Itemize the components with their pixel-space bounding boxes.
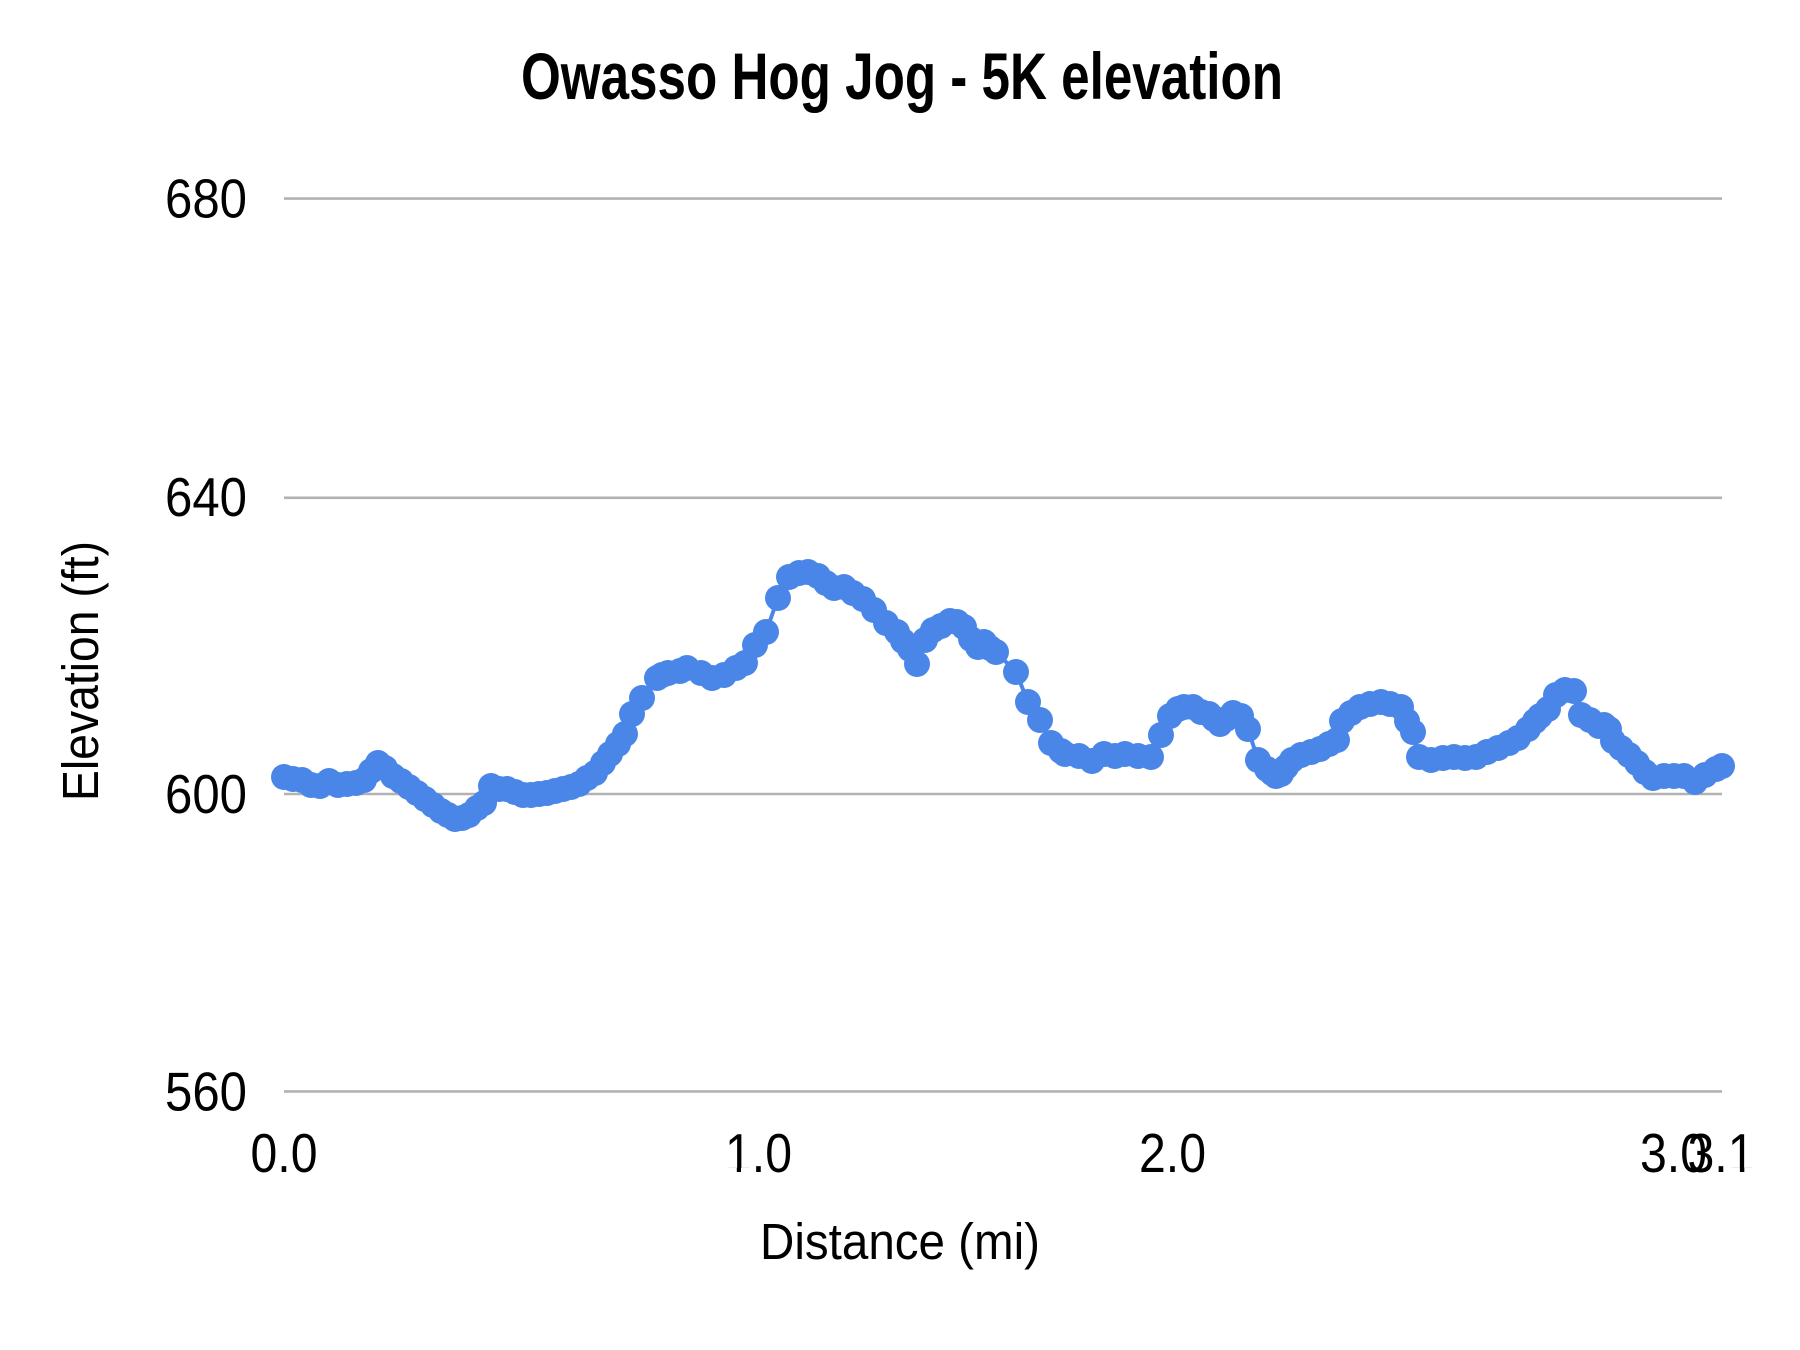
svg-text:0.0: 0.0 <box>251 1122 318 1184</box>
svg-text:1.0: 1.0 <box>725 1122 792 1184</box>
svg-text:560: 560 <box>165 1060 247 1122</box>
svg-text:Owasso Hog Jog - 5K elevation: Owasso Hog Jog - 5K elevation <box>521 39 1283 113</box>
svg-text:680: 680 <box>165 168 247 230</box>
svg-text:3.0: 3.0 <box>1640 1122 1707 1184</box>
svg-text:Distance (mi): Distance (mi) <box>760 1213 1040 1270</box>
svg-text:Elevation (ft): Elevation (ft) <box>52 541 109 801</box>
svg-text:3.1: 3.1 <box>1688 1122 1755 1184</box>
svg-text:600: 600 <box>165 763 247 825</box>
svg-text:2.0: 2.0 <box>1139 1122 1206 1184</box>
svg-text:640: 640 <box>165 466 247 528</box>
